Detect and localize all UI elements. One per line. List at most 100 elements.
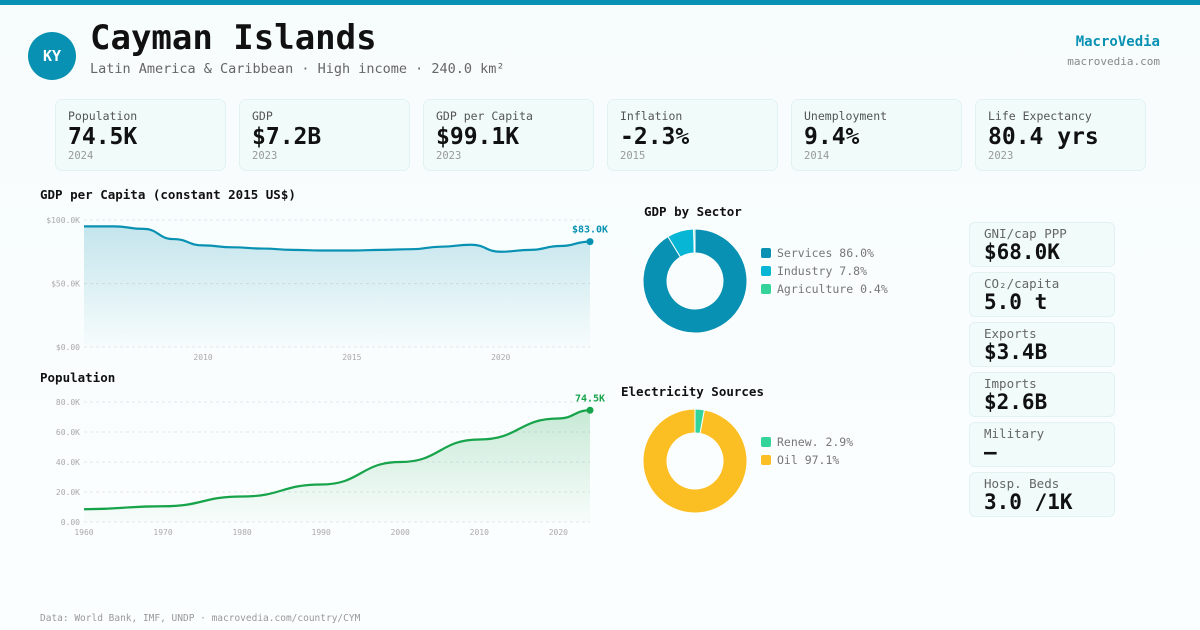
stat-value: 3.0 /1K [984, 490, 1073, 514]
kpi-card: Population 74.5K 2024 [55, 99, 226, 171]
x-tick-label: 1990 [312, 528, 331, 537]
y-tick-label: 80.0K [56, 398, 80, 407]
series-line [84, 225, 591, 253]
kpi-value: $7.2B [252, 124, 322, 150]
legend-label: Agriculture 0.4% [777, 282, 888, 296]
stat-value: $2.6B [984, 390, 1048, 414]
x-tick-label: 2000 [391, 528, 410, 537]
stat-card: GNI/cap PPP $68.0K [969, 222, 1115, 267]
y-tick-label: 60.0K [56, 428, 80, 437]
gdp-per-capita-chart: $0.00 $50.0K $100.0K 2010 2015 2020 $83.0K [46, 216, 608, 362]
kpi-year: 2023 [988, 150, 1014, 162]
kpi-label: Population [68, 109, 138, 123]
legend-swatch [761, 248, 771, 258]
page-subtitle: Latin America & Caribbean · High income … [90, 61, 505, 77]
stat-card: CO₂/capita 5.0 t [969, 272, 1115, 317]
kpi-label: Life Expectancy [988, 109, 1092, 123]
kpi-value: 9.4% [804, 124, 860, 150]
end-value-label: $83.0K [572, 225, 608, 236]
legend-item: Agriculture 0.4% [761, 280, 888, 298]
stat-value: — [984, 440, 997, 464]
x-tick-label: 2015 [342, 353, 361, 362]
legend-label: Renew. 2.9% [777, 435, 854, 449]
stat-card: Imports $2.6B [969, 372, 1115, 417]
stat-card: Exports $3.4B [969, 322, 1115, 367]
electricity-donut [642, 408, 748, 514]
stat-value: $3.4B [984, 340, 1048, 364]
population-chart: 0.00 20.0K 40.0K 60.0K 80.0K 1960 1970 1980 1990… [56, 393, 605, 537]
top-accent-bar [0, 0, 1200, 5]
kpi-year: 2014 [804, 150, 830, 162]
stat-card: Military — [969, 422, 1115, 467]
kpi-card: Life Expectancy 80.4 yrs 2023 [975, 99, 1146, 171]
end-value-label: 74.5K [575, 393, 605, 404]
stat-value: $68.0K [984, 240, 1060, 264]
kpi-year: 2023 [252, 150, 278, 162]
x-tick-label: 2020 [491, 353, 510, 362]
x-tick-label: 2010 [470, 528, 489, 537]
kpi-label: GDP [252, 109, 273, 123]
end-point [586, 406, 594, 414]
kpi-card: GDP $7.2B 2023 [239, 99, 410, 171]
population-chart-title: Population [40, 370, 116, 385]
sector-donut [642, 228, 748, 334]
stat-label: CO₂/capita [984, 276, 1060, 291]
y-tick-label: 40.0K [56, 458, 80, 467]
kpi-value: $99.1K [436, 124, 520, 150]
legend-item: Industry 7.8% [761, 262, 888, 280]
y-tick-label: $50.0K [51, 280, 80, 289]
gdp-chart-title: GDP per Capita (constant 2015 US$) [40, 187, 296, 202]
area-fill [84, 410, 590, 522]
stat-label: GNI/cap PPP [984, 226, 1067, 241]
sector-chart-title: GDP by Sector [644, 204, 742, 219]
stat-value: 5.0 t [984, 290, 1048, 314]
sector-legend: Services 86.0% Industry 7.8% Agriculture 0… [761, 244, 888, 298]
kpi-card: GDP per Capita $99.1K 2023 [423, 99, 594, 171]
kpi-year: 2024 [68, 150, 94, 162]
y-tick-label: 0.00 [61, 518, 80, 527]
kpi-value: -2.3% [620, 124, 690, 150]
brand-logo: MacroVedia [1075, 34, 1160, 50]
page-title: Cayman Islands [90, 18, 377, 58]
end-point [586, 238, 594, 246]
kpi-year: 2015 [620, 150, 646, 162]
legend-item: Services 86.0% [761, 244, 888, 262]
donut-slice-agriculture [693, 228, 696, 254]
donut-slice-oil [642, 408, 748, 514]
kpi-year: 2023 [436, 150, 462, 162]
footer-source: Data: World Bank, IMF, UNDP · macrovedia… [40, 613, 361, 624]
x-tick-label: 1980 [232, 528, 251, 537]
brand-url: macrovedia.com [1067, 55, 1160, 68]
y-tick-label: $0.00 [56, 343, 80, 352]
kpi-card: Unemployment 9.4% 2014 [791, 99, 962, 171]
legend-item: Oil 97.1% [761, 451, 853, 469]
x-tick-label: 2010 [193, 353, 212, 362]
electricity-legend: Renew. 2.9% Oil 97.1% [761, 433, 853, 469]
stat-label: Military [984, 426, 1045, 441]
donut-slice-services [642, 228, 748, 334]
kpi-card: Inflation -2.3% 2015 [607, 99, 778, 171]
x-tick-label: 2020 [549, 528, 568, 537]
legend-label: Services 86.0% [777, 246, 874, 260]
series-line [83, 409, 591, 511]
legend-item: Renew. 2.9% [761, 433, 853, 451]
stat-label: Exports [984, 326, 1037, 341]
stat-label: Imports [984, 376, 1037, 391]
legend-swatch [761, 266, 771, 276]
kpi-label: Unemployment [804, 109, 888, 123]
kpi-value: 80.4 yrs [988, 124, 1099, 150]
legend-label: Industry 7.8% [777, 264, 868, 278]
x-tick-label: 1970 [153, 528, 172, 537]
kpi-label: GDP per Capita [436, 109, 533, 123]
legend-swatch [761, 455, 771, 465]
electricity-chart-title: Electricity Sources [621, 384, 764, 399]
x-tick-label: 1960 [74, 528, 93, 537]
y-tick-label: 20.0K [56, 488, 80, 497]
area-fill [84, 226, 590, 347]
kpi-label: Inflation [620, 109, 683, 123]
legend-swatch [761, 437, 771, 447]
legend-label: Oil 97.1% [777, 453, 840, 467]
kpi-value: 74.5K [68, 124, 138, 150]
y-tick-label: $100.0K [46, 216, 80, 225]
stat-label: Hosp. Beds [984, 476, 1060, 491]
